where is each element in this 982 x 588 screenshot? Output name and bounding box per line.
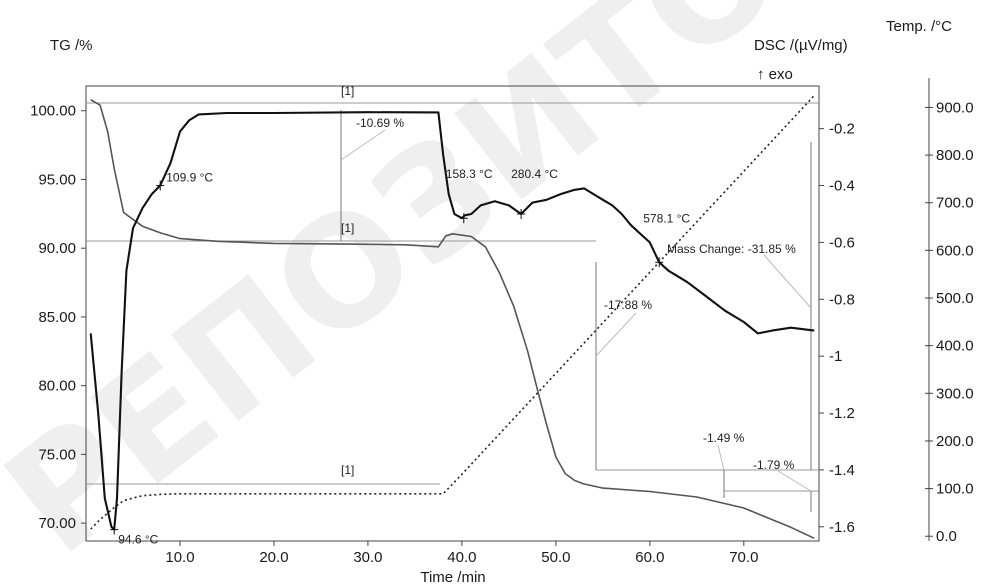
dsc-tick-label: -0.8 (829, 291, 855, 308)
temp-tick-label: 500.0 (936, 290, 974, 307)
exo-indicator: ↑ exo (757, 66, 793, 83)
tg-tick-label: 95.00 (38, 171, 76, 188)
tg-tick-label: 90.00 (38, 240, 76, 257)
leader-line (777, 470, 812, 492)
temp-tick-label: 400.0 (936, 338, 974, 355)
x-tick-label: 40.0 (447, 549, 476, 566)
tg-axis-title: TG /% (50, 37, 93, 54)
plot-frame (85, 85, 820, 542)
temp-tick-label: 600.0 (936, 242, 974, 259)
temp-tick-label: 300.0 (936, 385, 974, 402)
peak-label: 280.4 °C (511, 167, 558, 181)
segment-label: [1] (341, 221, 354, 235)
x-tick-label: 20.0 (259, 549, 288, 566)
dsc-tick-label: -1.4 (829, 462, 855, 479)
dsc-tick-label: -0.4 (829, 178, 855, 195)
x-tick-label: 50.0 (541, 549, 570, 566)
tg-tick-label: 70.00 (38, 515, 76, 532)
peak-label: 578.1 °C (643, 211, 690, 225)
tg-tick-label: 100.00 (30, 103, 76, 120)
tg-tick-label: 80.00 (38, 378, 76, 395)
leader-line (717, 444, 725, 471)
tg-tick-label: 85.00 (38, 309, 76, 326)
leader-line (340, 129, 386, 161)
temp-tick-label: 900.0 (936, 99, 974, 116)
x-axis-title: Time /min (420, 569, 485, 586)
segment-label: [1] (341, 463, 354, 477)
temp-curve (90, 94, 815, 530)
mass-change-label: -17.88 % (604, 298, 652, 312)
dsc-tick-label: -0.2 (829, 121, 855, 138)
dsc-tick-label: -1 (829, 348, 842, 365)
tg-tick-label: 75.00 (38, 446, 76, 463)
mass-change-label: Mass Change: -31.85 % (667, 242, 796, 256)
x-tick-label: 70.0 (729, 549, 758, 566)
dsc-axis-title: DSC /(µV/mg) (754, 37, 848, 54)
temp-tick-label: 200.0 (936, 433, 974, 450)
dsc-curve (89, 111, 815, 531)
temp-tick-label: 100.0 (936, 481, 974, 498)
tg-curve (90, 99, 815, 540)
peak-label: 94.6 °C (118, 533, 158, 547)
x-tick-label: 30.0 (353, 549, 382, 566)
mass-change-label: -1.79 % (753, 458, 795, 472)
segment-label: [1] (341, 84, 354, 98)
dsc-tick-label: -1.6 (829, 519, 855, 536)
dsc-tick-label: -1.2 (829, 405, 855, 422)
x-tick-label: 10.0 (165, 549, 194, 566)
leader-line (763, 254, 812, 309)
dsc-tick-label: -0.6 (829, 234, 855, 251)
mass-change-label: -1.49 % (703, 431, 745, 445)
temp-tick-label: 0.0 (936, 528, 957, 545)
leader-line (595, 312, 637, 357)
temp-tick-label: 800.0 (936, 147, 974, 164)
peak-label: 158.3 °C (446, 167, 493, 181)
x-tick-label: 60.0 (635, 549, 664, 566)
temp-axis-title: Temp. /°C (886, 18, 952, 35)
peak-label: 109.9 °C (166, 171, 213, 185)
mass-change-label: -10.69 % (356, 116, 404, 130)
temp-tick-label: 700.0 (936, 195, 974, 212)
